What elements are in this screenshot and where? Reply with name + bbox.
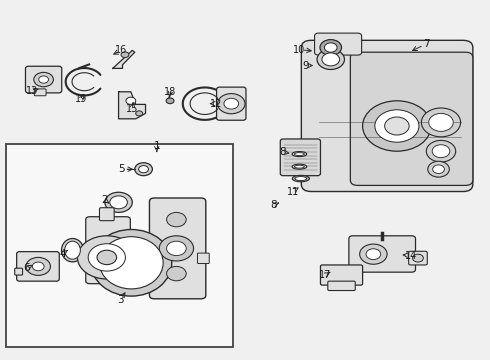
Circle shape [432,145,450,158]
FancyBboxPatch shape [6,144,233,347]
Circle shape [224,98,239,109]
Circle shape [375,110,419,142]
FancyBboxPatch shape [349,236,416,272]
Text: 14: 14 [404,251,416,261]
Text: 17: 17 [319,270,332,280]
Text: 8: 8 [270,200,277,210]
Circle shape [121,52,129,58]
Circle shape [433,165,444,174]
Text: 6: 6 [24,263,30,273]
Text: 4: 4 [59,249,66,259]
Ellipse shape [295,177,307,180]
FancyBboxPatch shape [409,251,427,265]
Text: 12: 12 [210,99,223,109]
Circle shape [322,53,340,66]
Text: 11: 11 [287,186,299,197]
Ellipse shape [292,152,307,157]
FancyBboxPatch shape [350,52,473,185]
Ellipse shape [65,241,80,259]
Circle shape [363,101,431,151]
Text: 2: 2 [101,195,108,205]
Text: 8: 8 [279,147,286,157]
Text: 7: 7 [423,39,430,49]
FancyBboxPatch shape [25,66,62,93]
Circle shape [360,244,387,264]
Text: 5: 5 [118,164,125,174]
Text: 9: 9 [302,60,309,71]
Polygon shape [119,92,146,119]
Circle shape [77,236,136,279]
FancyBboxPatch shape [301,40,473,192]
FancyBboxPatch shape [217,87,246,120]
Circle shape [135,163,152,176]
Ellipse shape [99,237,163,289]
Circle shape [32,262,44,271]
Text: 10: 10 [293,45,305,55]
Polygon shape [113,50,135,68]
Circle shape [426,140,456,162]
Circle shape [429,113,453,131]
Ellipse shape [294,153,304,156]
Circle shape [110,196,127,209]
FancyBboxPatch shape [86,217,130,284]
Ellipse shape [292,175,310,182]
Circle shape [428,161,449,177]
Circle shape [105,192,132,212]
FancyBboxPatch shape [328,281,355,291]
FancyBboxPatch shape [99,208,114,221]
Circle shape [26,257,50,275]
Circle shape [34,72,53,87]
FancyBboxPatch shape [315,33,362,55]
Text: 19: 19 [74,94,87,104]
Circle shape [88,244,125,271]
FancyBboxPatch shape [149,198,206,299]
Circle shape [218,94,245,114]
Circle shape [167,212,186,227]
Circle shape [320,40,342,55]
Circle shape [136,111,143,116]
Text: 15: 15 [126,104,139,114]
FancyBboxPatch shape [197,253,209,264]
Circle shape [413,254,423,262]
Circle shape [324,43,337,52]
Circle shape [421,108,461,137]
Circle shape [167,241,186,256]
Ellipse shape [292,164,307,169]
Ellipse shape [294,165,304,168]
FancyBboxPatch shape [280,139,320,176]
Text: 18: 18 [164,87,176,97]
FancyBboxPatch shape [144,253,155,264]
Circle shape [385,117,409,135]
FancyBboxPatch shape [34,89,46,96]
Circle shape [139,166,148,173]
Circle shape [126,97,136,104]
Circle shape [159,236,194,261]
Text: 16: 16 [116,45,127,55]
Text: 3: 3 [117,294,123,305]
Circle shape [167,266,186,281]
Ellipse shape [91,230,172,296]
Circle shape [166,98,174,104]
FancyBboxPatch shape [17,252,59,281]
Text: 1: 1 [153,141,160,151]
Circle shape [39,76,49,83]
FancyBboxPatch shape [15,268,23,275]
Text: 13: 13 [26,86,38,96]
Ellipse shape [62,238,83,262]
Circle shape [97,250,117,265]
Circle shape [366,249,381,260]
Circle shape [317,49,344,69]
FancyBboxPatch shape [320,265,363,285]
